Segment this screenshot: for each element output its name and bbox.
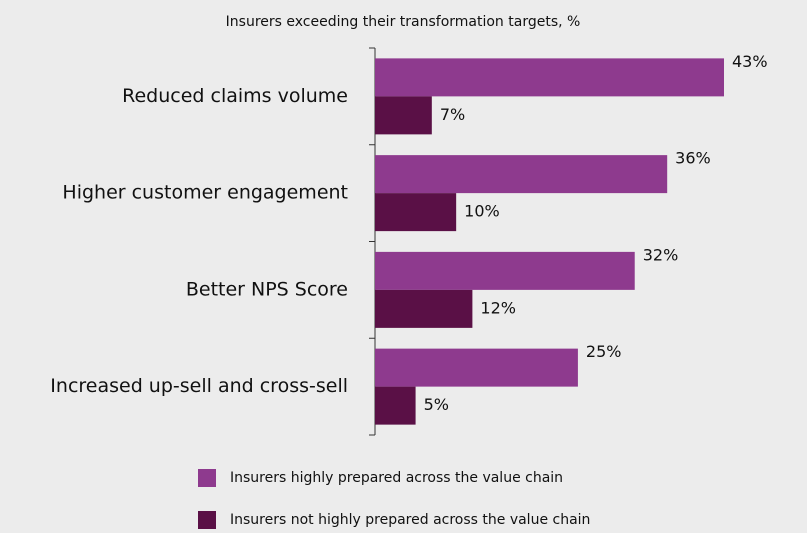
y-tick-label: Increased up-sell and cross-sell xyxy=(50,375,348,397)
y-tick-label: Better NPS Score xyxy=(186,278,348,300)
legend-label: Insurers not highly prepared across the … xyxy=(230,512,590,528)
y-tick-label: Reduced claims volume xyxy=(122,85,348,107)
bar xyxy=(375,155,668,194)
chart-title: Insurers exceeding their transformation … xyxy=(226,14,581,30)
legend-swatch xyxy=(198,511,216,529)
bar xyxy=(375,96,432,135)
value-label: 5% xyxy=(424,395,449,414)
value-label: 12% xyxy=(480,298,516,317)
legend-swatch xyxy=(198,469,216,487)
bar xyxy=(375,289,473,328)
value-label: 43% xyxy=(732,52,768,71)
value-label: 25% xyxy=(586,342,622,361)
legend-label: Insurers highly prepared across the valu… xyxy=(230,470,563,486)
value-label: 10% xyxy=(464,202,500,221)
value-label: 36% xyxy=(675,149,711,168)
bar xyxy=(375,348,578,387)
bar xyxy=(375,58,724,97)
bar xyxy=(375,193,457,232)
y-tick-label: Higher customer engagement xyxy=(62,182,348,204)
bar xyxy=(375,251,635,290)
value-label: 7% xyxy=(440,105,465,124)
value-label: 32% xyxy=(643,245,679,264)
bar xyxy=(375,386,416,425)
